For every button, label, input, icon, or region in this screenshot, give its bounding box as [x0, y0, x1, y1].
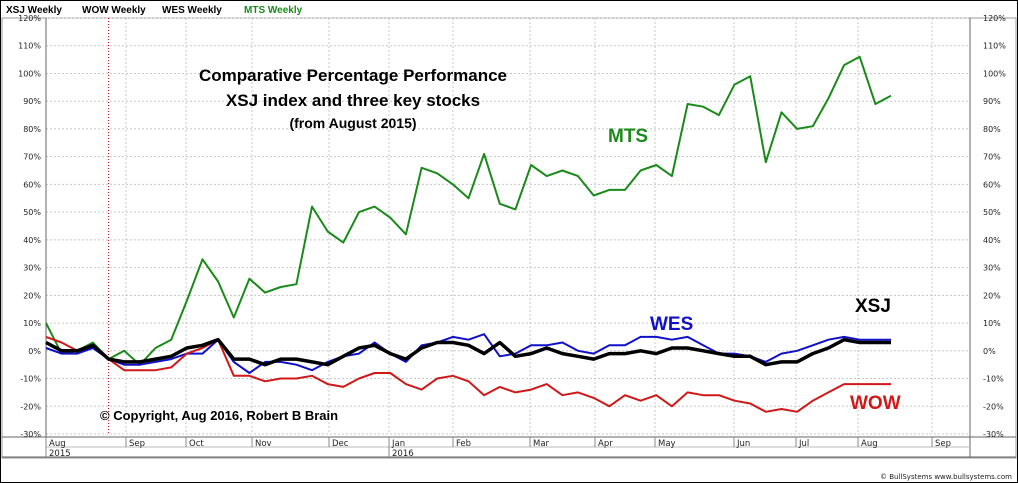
y-tick-label-left: 70%: [23, 153, 41, 162]
y-tick-label-right: 70%: [983, 153, 1001, 162]
month-label: Nov: [255, 439, 272, 449]
month-label: Mar: [533, 439, 550, 449]
credit-text: © BullSystems www.bullsystems.com: [880, 473, 1012, 481]
legend-mts: MTS Weekly: [244, 5, 303, 16]
y-tick-label-right: -30%: [983, 430, 1004, 439]
y-tick-label-right: 10%: [983, 319, 1001, 328]
y-tick-label-right: 120%: [983, 14, 1006, 23]
month-label: Feb: [456, 439, 471, 449]
annotation-xsj: XSJ: [855, 296, 891, 317]
y-tick-label-left: -20%: [20, 402, 41, 411]
y-tick-label-right: -20%: [983, 402, 1004, 411]
series-line-xsj: [45, 337, 891, 367]
annotation-wow: WOW: [850, 393, 901, 414]
y-tick-label-right: 110%: [983, 42, 1006, 51]
y-tick-label-left: 90%: [23, 97, 41, 106]
y-tick-label-right: 80%: [983, 125, 1001, 134]
annotation-mts: MTS: [608, 126, 648, 147]
y-tick-label-left: -10%: [20, 375, 41, 384]
y-tick-label-left: 100%: [18, 69, 41, 78]
month-label: Dec: [332, 439, 349, 449]
y-tick-labels: 120% 120% 110% 110% 100% 100% 90% 90% 80% 80% 70% 7…: [18, 14, 1006, 439]
y-tick-label-left: 10%: [23, 319, 41, 328]
plot-area: [1, 17, 1017, 459]
y-tick-label-right: 30%: [983, 264, 1001, 273]
legend-wes: WES Weekly: [162, 5, 222, 16]
y-tick-label-left: 0%: [28, 347, 41, 356]
month-label: May: [658, 439, 676, 449]
legend-xsj: XSJ Weekly: [6, 5, 62, 16]
y-tick-label-right: 100%: [983, 69, 1006, 78]
chart-subtitle-date: (from August 2015): [289, 115, 416, 131]
legend: XSJ Weekly WOW Weekly WES Weekly MTS Wee…: [6, 5, 303, 16]
month-label: Aug: [49, 439, 66, 449]
copyright-text: © Copyright, Aug 2016, Robert B Brain: [100, 408, 338, 423]
y-tick-label-left: 120%: [18, 14, 41, 23]
y-tick-label-left: 30%: [23, 264, 41, 273]
x-axis: Aug Sep Oct Nov Dec Jan Feb Mar Apr May Jun Jul Aug S…: [45, 437, 951, 459]
y-tick-label-left: 80%: [23, 125, 41, 134]
month-label: Jan: [391, 439, 405, 449]
month-label: Sep: [129, 439, 145, 449]
y-tick-label-right: 40%: [983, 236, 1001, 245]
month-label: Oct: [189, 439, 204, 449]
year-label: 2016: [392, 449, 414, 459]
legend-wow: WOW Weekly: [82, 5, 146, 16]
series-line-mts: [45, 55, 892, 366]
month-label: Aug: [861, 439, 878, 449]
year-label: 2015: [49, 449, 71, 459]
y-tick-label-left: -30%: [20, 430, 41, 439]
annotation-wes: WES: [650, 314, 693, 335]
chart-subtitle: XSJ index and three key stocks: [226, 91, 480, 110]
month-label: Jun: [736, 439, 750, 449]
month-label: Jul: [798, 439, 809, 449]
y-tick-label-left: 50%: [23, 208, 41, 217]
month-label: Apr: [598, 439, 613, 449]
month-label: Sep: [935, 439, 951, 449]
y-tick-label-left: 40%: [23, 236, 41, 245]
y-tick-label-right: 50%: [983, 208, 1001, 217]
series-line-wow: [45, 335, 891, 413]
y-tick-label-left: 20%: [23, 291, 41, 300]
y-tick-label-right: 90%: [983, 97, 1001, 106]
y-tick-label-right: 0%: [983, 347, 996, 356]
y-tick-label-right: 60%: [983, 180, 1001, 189]
y-tick-label-left: 110%: [18, 42, 41, 51]
chart-title: Comparative Percentage Performance: [199, 66, 507, 85]
y-tick-label-right: -10%: [983, 375, 1004, 384]
series-lines: [45, 55, 892, 413]
y-tick-label-right: 20%: [983, 291, 1001, 300]
y-tick-label-left: 60%: [23, 180, 41, 189]
